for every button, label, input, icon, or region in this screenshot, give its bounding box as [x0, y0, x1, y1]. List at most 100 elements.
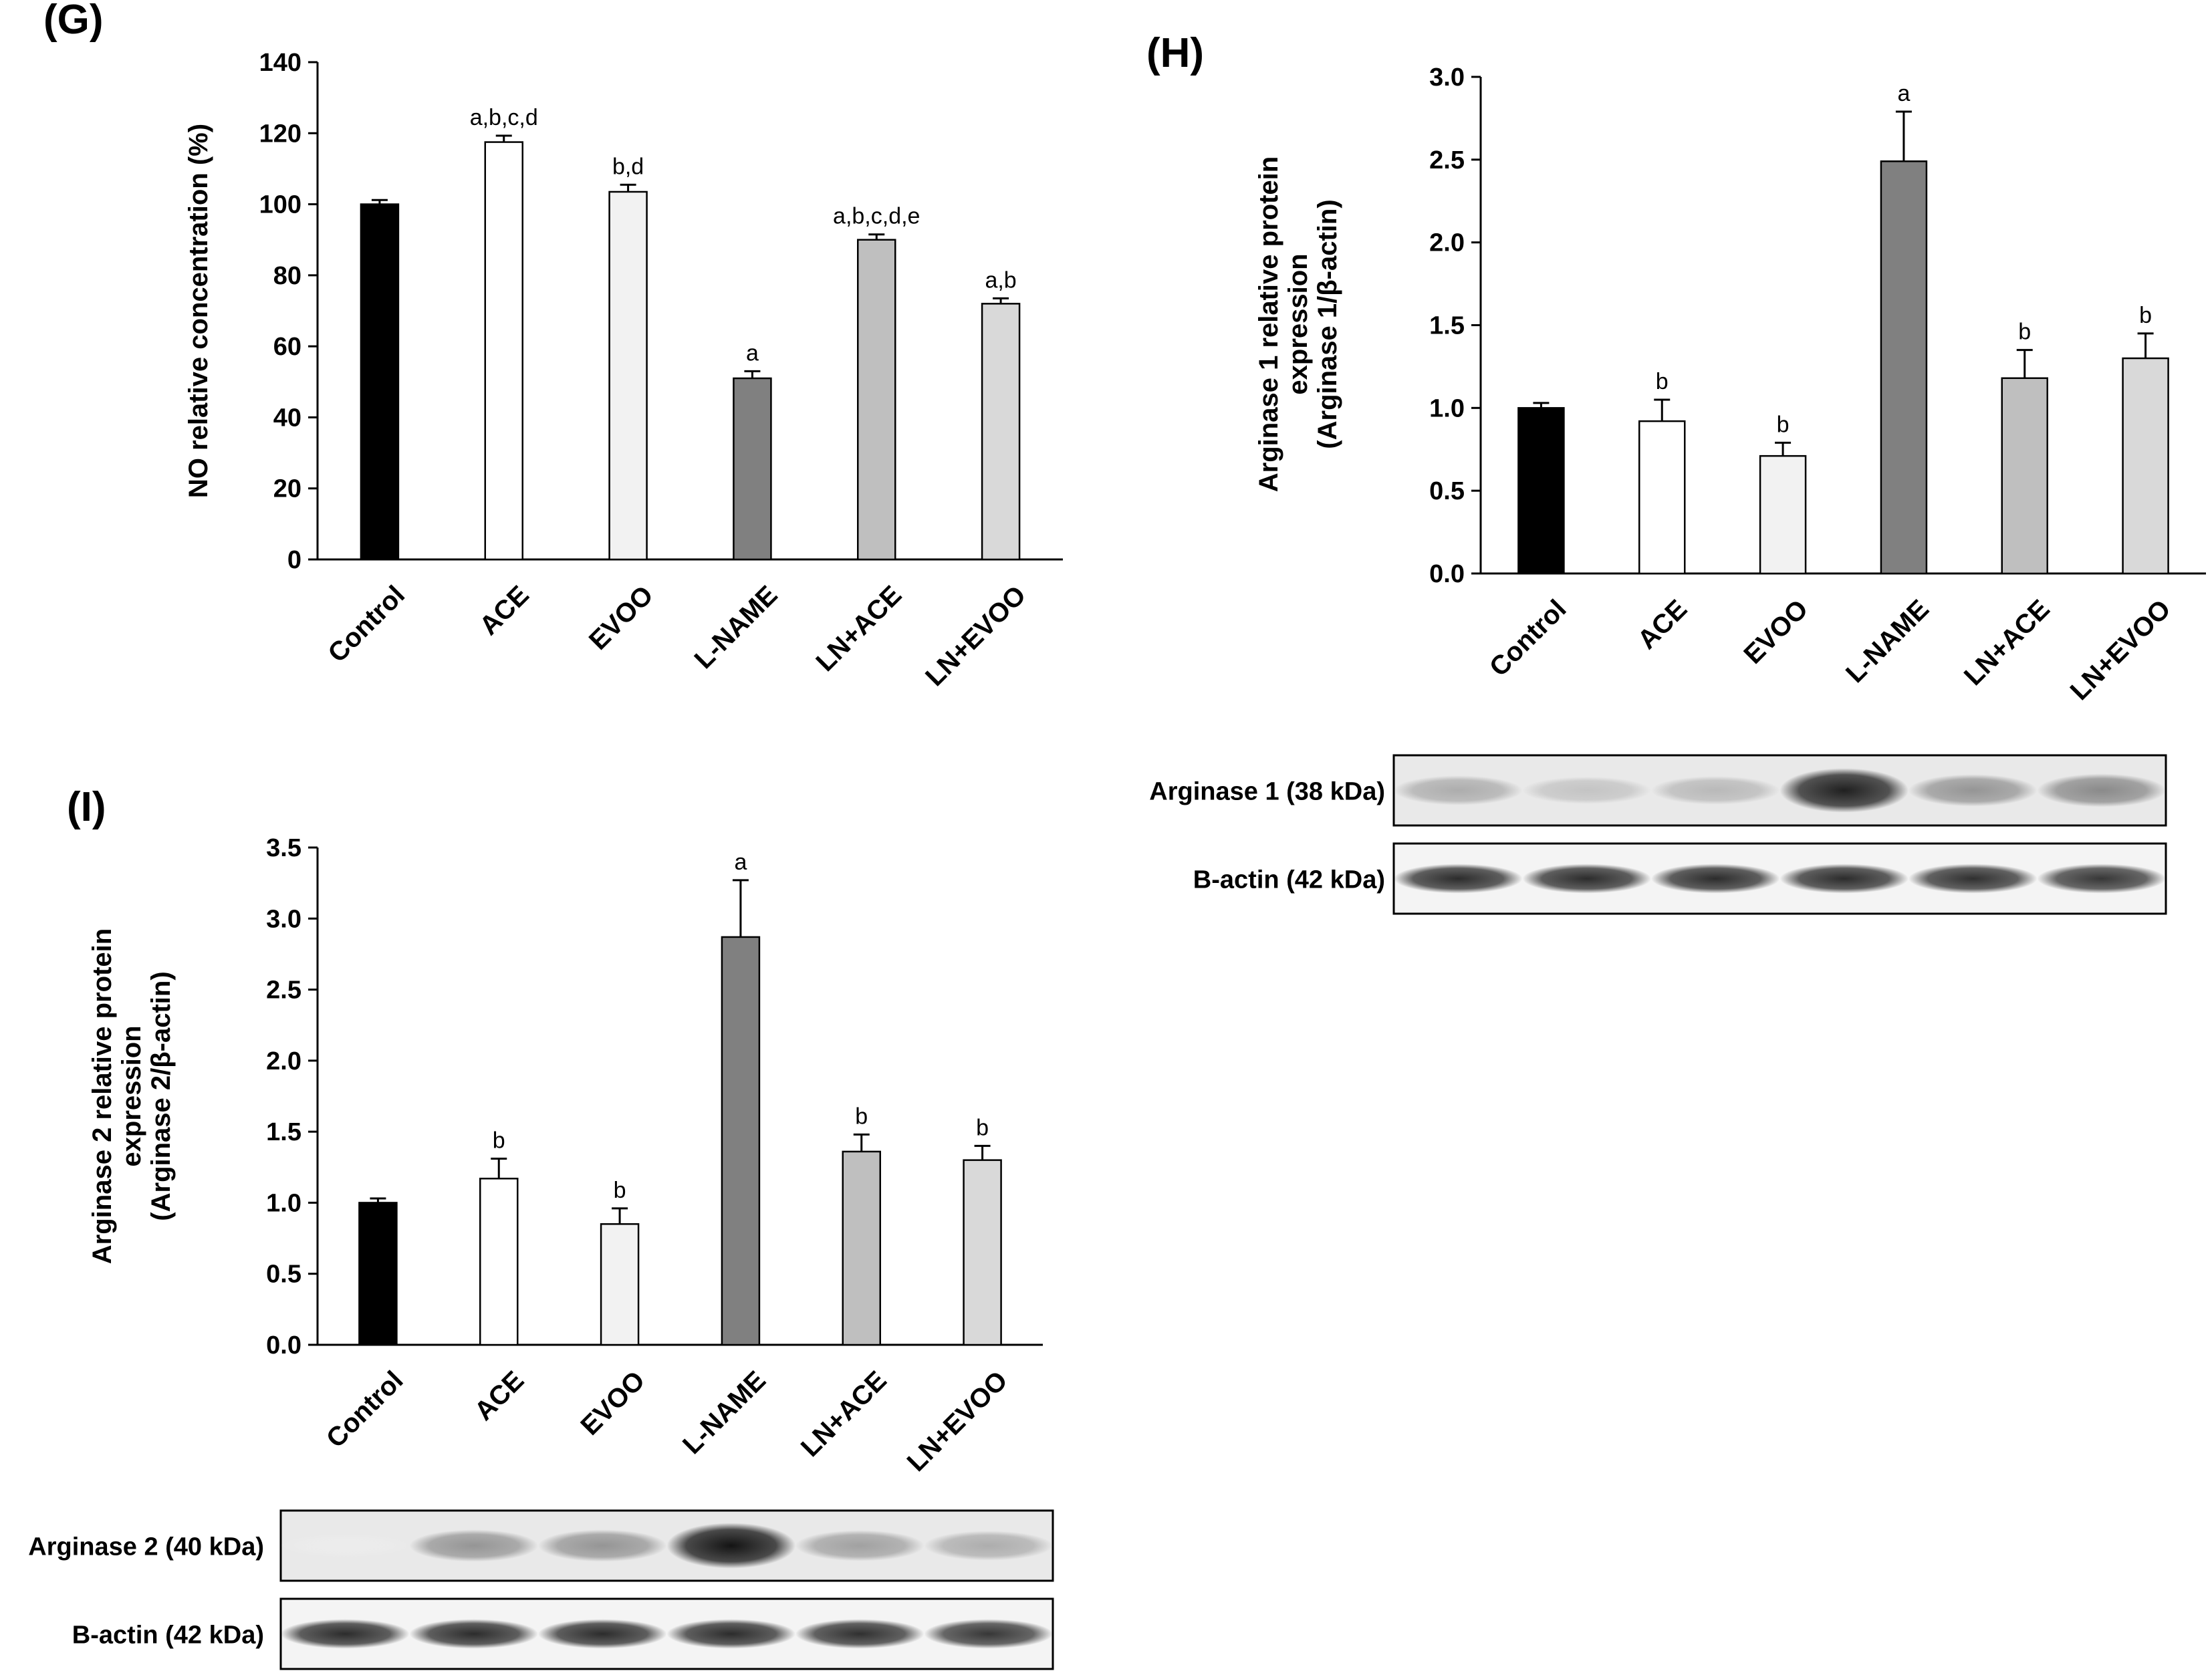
x-tick-label: LN+ACE — [810, 580, 907, 677]
blot-band — [2037, 773, 2166, 807]
panel-g: (G) 0 20 40 60 80 100 120 140 NO relative concent… — [43, 0, 1063, 692]
bar-l-name — [1880, 160, 1928, 575]
y-tick-label: 140 — [259, 49, 301, 77]
blot-label: Arginase 2 (40 kDa) — [28, 1533, 264, 1561]
blot-band — [409, 1529, 538, 1562]
y-tick-label: 2.5 — [266, 977, 301, 1005]
blot-band — [1779, 864, 1909, 894]
x-tick-label: Control — [1484, 594, 1572, 682]
bar-ln-evoo — [963, 1159, 1002, 1346]
bar-ln-ace — [857, 239, 896, 561]
significance-label: a,b,c,d — [470, 105, 538, 130]
x-tick-label: LN+EVOO — [920, 580, 1031, 692]
blot-band — [1394, 775, 1523, 805]
blot-band — [538, 1529, 667, 1562]
blot-h: Arginase 1 (38 kDa) B-actin (42 kDa) — [1149, 754, 2167, 915]
y-tick-label: 3.0 — [266, 905, 301, 933]
bar-ace — [1638, 420, 1686, 575]
blot-band — [924, 1531, 1053, 1561]
x-tick-label: LN+EVOO — [2065, 594, 2177, 706]
bar-evoo — [600, 1223, 640, 1346]
y-tick-label: 3.5 — [266, 834, 301, 862]
bar-l-name — [733, 377, 772, 561]
x-tick-label: L-NAME — [677, 1366, 771, 1460]
y-tick-label: 120 — [259, 120, 301, 148]
blot-band — [666, 1619, 795, 1649]
significance-label: a,b — [985, 267, 1016, 293]
significance-label: b — [2018, 319, 2031, 345]
significance-label: b — [614, 1178, 626, 1203]
blot-band — [1779, 768, 1909, 813]
significance-label: a — [734, 850, 747, 875]
y-tick-label: 2.5 — [1429, 146, 1465, 174]
blot-band — [1394, 864, 1523, 894]
x-tick-label: EVOO — [584, 580, 659, 656]
bar-ace — [479, 1178, 519, 1346]
y-axis-label: Arginase 2 relative protein — [88, 928, 117, 1264]
y-axis-label: expression — [117, 1025, 146, 1166]
significance-label: b — [493, 1128, 505, 1154]
blot-band — [1909, 864, 2038, 894]
bar-evoo — [1759, 455, 1807, 575]
blot-band — [795, 1530, 925, 1561]
blot-band — [281, 1534, 410, 1557]
significance-label: a — [746, 340, 759, 366]
blot-label: B-actin (42 kDa) — [1193, 866, 1385, 894]
x-tick-label: LN+EVOO — [902, 1366, 1013, 1477]
x-tick-label: Control — [321, 1366, 409, 1454]
bar-control — [358, 1202, 398, 1346]
y-tick-label: 1.0 — [266, 1189, 301, 1217]
blot-band — [1522, 864, 1651, 894]
y-tick-label: 1.5 — [266, 1118, 301, 1146]
bar-ace — [484, 141, 523, 561]
blot-i: Arginase 2 (40 kDa) B-actin (42 kDa) — [28, 1509, 1054, 1670]
significance-label: b — [1777, 412, 1790, 437]
y-tick-label: 80 — [273, 262, 301, 290]
significance-label: b — [1656, 369, 1669, 394]
y-tick-label: 2.0 — [1429, 229, 1465, 257]
y-tick-label: 0.0 — [266, 1331, 301, 1360]
y-tick-label: 0.5 — [1429, 477, 1465, 505]
bar-ln-evoo — [2122, 357, 2169, 575]
bar-l-name — [721, 936, 761, 1346]
blot-band — [924, 1619, 1053, 1649]
y-tick-label: 0.5 — [266, 1261, 301, 1289]
blot-band — [1522, 777, 1651, 804]
panel-h: (H) 0.0 0.5 1.0 1.5 2.0 2.5 3.0 Arginase 1 relat… — [1146, 30, 2206, 706]
y-tick-label: 2.0 — [266, 1047, 301, 1075]
y-axis-label: (Arginase 1/β-actin) — [1313, 199, 1342, 448]
bar-control — [1517, 407, 1565, 575]
significance-label: b — [855, 1104, 868, 1129]
blot-band — [281, 1619, 410, 1649]
blot-band — [1909, 774, 2038, 807]
y-tick-label: 0 — [287, 546, 301, 574]
y-axis-label: Arginase 1 relative protein — [1254, 156, 1283, 492]
x-tick-label: LN+ACE — [1959, 594, 2056, 691]
blot-band — [795, 1619, 925, 1649]
blot-band — [409, 1619, 538, 1649]
x-tick-label: L-NAME — [689, 580, 783, 674]
blot-label: Arginase 1 (38 kDa) — [1149, 778, 1385, 806]
blot-label: B-actin (42 kDa) — [72, 1622, 264, 1650]
significance-label: b — [976, 1115, 989, 1140]
panel-i: (I) 0.0 0.5 1.0 1.5 2.0 2.5 3.0 3.5 Arginase 2 re… — [67, 784, 1043, 1477]
x-tick-label: ACE — [1632, 594, 1693, 655]
blot-band — [666, 1523, 795, 1569]
y-tick-label: 40 — [273, 404, 301, 432]
bar-control — [360, 203, 400, 561]
bar-ln-ace — [842, 1150, 881, 1346]
x-tick-label: L-NAME — [1840, 594, 1935, 688]
y-tick-label: 1.5 — [1429, 312, 1465, 340]
y-tick-label: 3.0 — [1429, 63, 1465, 92]
y-axis-label: expression — [1283, 253, 1313, 394]
y-axis-label: (Arginase 2/β-actin) — [146, 971, 176, 1220]
blot-band — [2037, 864, 2166, 894]
y-tick-label: 1.0 — [1429, 394, 1465, 422]
significance-label: a — [1897, 81, 1910, 106]
bar-evoo — [608, 190, 648, 561]
bar-ln-ace — [2001, 377, 2048, 575]
blot-band — [1651, 864, 1780, 894]
y-tick-label: 20 — [273, 475, 301, 503]
panel-label: (H) — [1146, 30, 1204, 76]
